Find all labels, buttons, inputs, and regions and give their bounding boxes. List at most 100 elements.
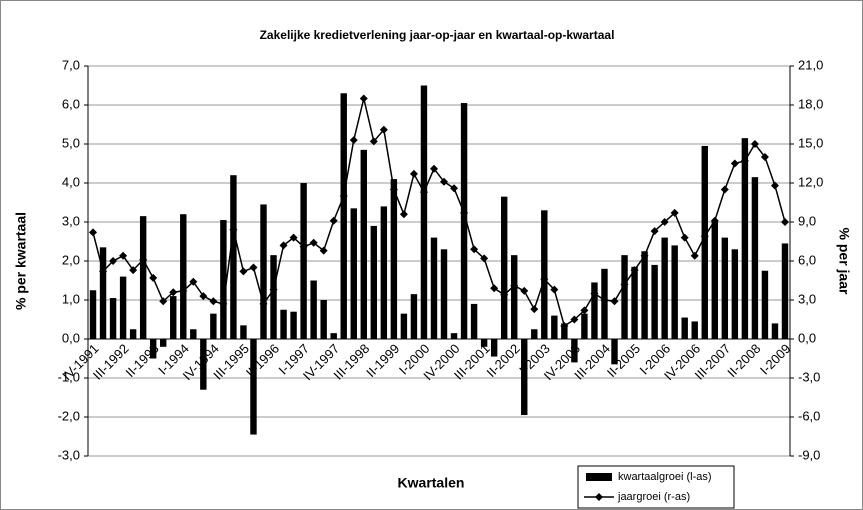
bar (190, 329, 197, 339)
bar (380, 206, 388, 339)
bar (641, 251, 648, 339)
bar (210, 313, 217, 339)
line-marker (590, 289, 599, 298)
y2-tick-label: 15,0 (798, 135, 823, 150)
line-marker (159, 297, 168, 306)
x-axis-title: Kwartalen (398, 475, 465, 491)
bar (430, 237, 438, 339)
line-marker (139, 255, 148, 264)
bar (511, 255, 518, 339)
bar (771, 323, 779, 339)
legend-label: jaargroei (r-as) (617, 491, 690, 503)
line-marker (419, 188, 428, 197)
line-marker (670, 208, 679, 217)
line-marker (640, 251, 649, 260)
line-marker (119, 251, 128, 260)
y-tick-label: -1,0 (58, 369, 80, 384)
bar (721, 237, 729, 339)
line-marker (149, 273, 158, 282)
line-marker (249, 263, 258, 272)
y2-axis-title: % per jaar (836, 228, 852, 295)
line-marker (299, 242, 308, 251)
bar (320, 300, 327, 339)
bar (561, 323, 568, 339)
bar (521, 339, 528, 416)
line-marker (510, 281, 519, 290)
y-tick-label: 1,0 (62, 291, 80, 306)
bar (761, 270, 769, 339)
bar (621, 255, 628, 339)
line-marker (560, 322, 569, 330)
line-marker (550, 285, 559, 294)
line-marker (490, 284, 499, 293)
line-marker (610, 297, 619, 306)
y2-tick-label: 3,0 (798, 291, 816, 306)
line-marker (189, 277, 198, 286)
line-marker (129, 266, 138, 275)
legend-label: kwartaalgroei (l-as) (618, 471, 712, 483)
y2-tick-label: 18,0 (798, 96, 823, 111)
line-marker (229, 225, 238, 234)
bar (571, 339, 578, 363)
line-marker (730, 159, 739, 168)
bar (591, 282, 598, 339)
bar (480, 339, 488, 347)
bar (711, 220, 718, 339)
line-marker (319, 246, 328, 255)
bar (99, 247, 107, 339)
line-marker (369, 137, 378, 146)
bar (139, 216, 147, 339)
bar (89, 290, 97, 339)
line-marker (209, 297, 218, 306)
line-marker (480, 254, 489, 263)
bar (541, 210, 548, 339)
bar (581, 313, 588, 339)
line-marker (440, 177, 449, 186)
y2-tick-label: -6,0 (798, 408, 820, 423)
line-marker (620, 280, 629, 289)
bar (420, 85, 428, 339)
bar (340, 93, 347, 339)
y-tick-label: 4,0 (62, 174, 80, 189)
bar (129, 329, 137, 339)
y-tick-label: 3,0 (62, 213, 80, 228)
line-marker (580, 306, 589, 315)
line-marker (780, 218, 789, 226)
y2-tick-label: 9,0 (798, 213, 816, 228)
chart-title: Zakelijke kredietverlening jaar-op-jaar … (260, 28, 615, 42)
bar (119, 276, 127, 339)
legend-swatch (586, 473, 612, 481)
bar (440, 249, 448, 339)
bar (310, 280, 317, 339)
bar (220, 220, 227, 339)
bar (731, 249, 739, 339)
line-marker (219, 299, 228, 308)
line-marker (470, 245, 479, 254)
line-marker (349, 136, 358, 145)
line-marker (720, 185, 729, 194)
line (92, 98, 786, 328)
line-marker (179, 286, 188, 295)
line-marker (650, 227, 659, 236)
line-marker (520, 286, 529, 295)
bar (490, 339, 498, 357)
y2-tick-label: 0,0 (798, 330, 816, 345)
line-marker (710, 216, 719, 225)
line-marker (89, 228, 98, 237)
line-marker (409, 169, 418, 178)
line-marker (530, 305, 539, 314)
y2-tick-label: 6,0 (798, 252, 816, 267)
line-marker (289, 233, 298, 242)
line-marker (770, 181, 779, 190)
line-marker (760, 153, 769, 161)
bar (270, 255, 277, 339)
y-axis-title: % per kwartaal (13, 212, 29, 310)
line-marker (329, 216, 338, 225)
bar (350, 208, 357, 339)
line-marker (460, 208, 469, 217)
line-marker (99, 267, 108, 276)
bar (300, 183, 307, 339)
bar (240, 325, 247, 339)
bar (741, 138, 749, 339)
